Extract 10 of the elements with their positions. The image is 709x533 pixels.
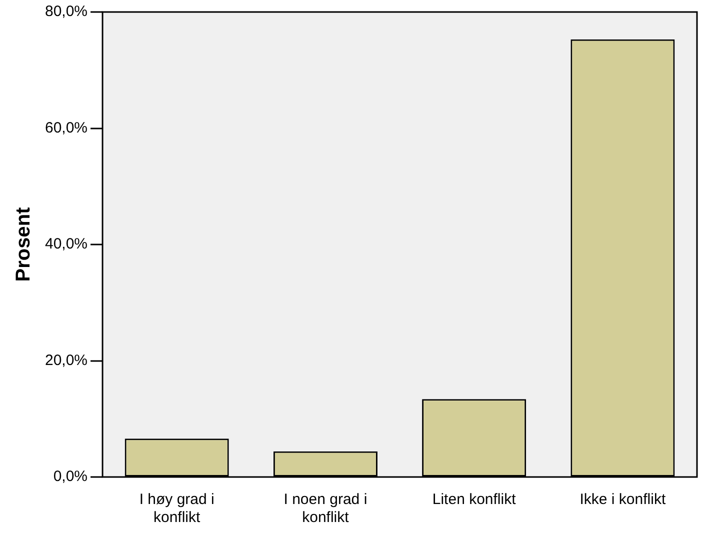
- x-tick-label: Liten konflikt: [432, 491, 517, 508]
- y-axis-title: Prosent: [12, 206, 35, 282]
- x-tick-label: I noen grad i konflikt: [284, 491, 368, 526]
- y-tick-label: 60,0%: [44, 119, 88, 136]
- y-tick-label: 0,0%: [53, 468, 88, 486]
- y-tick-label: 80,0%: [44, 3, 88, 20]
- x-tick-label: Ikke i konflikt: [580, 491, 666, 508]
- y-tick-label: 40,0%: [44, 236, 88, 253]
- y-tick-label: 20,0%: [44, 352, 88, 369]
- x-tick-label: I høy grad i konflikt: [139, 491, 214, 526]
